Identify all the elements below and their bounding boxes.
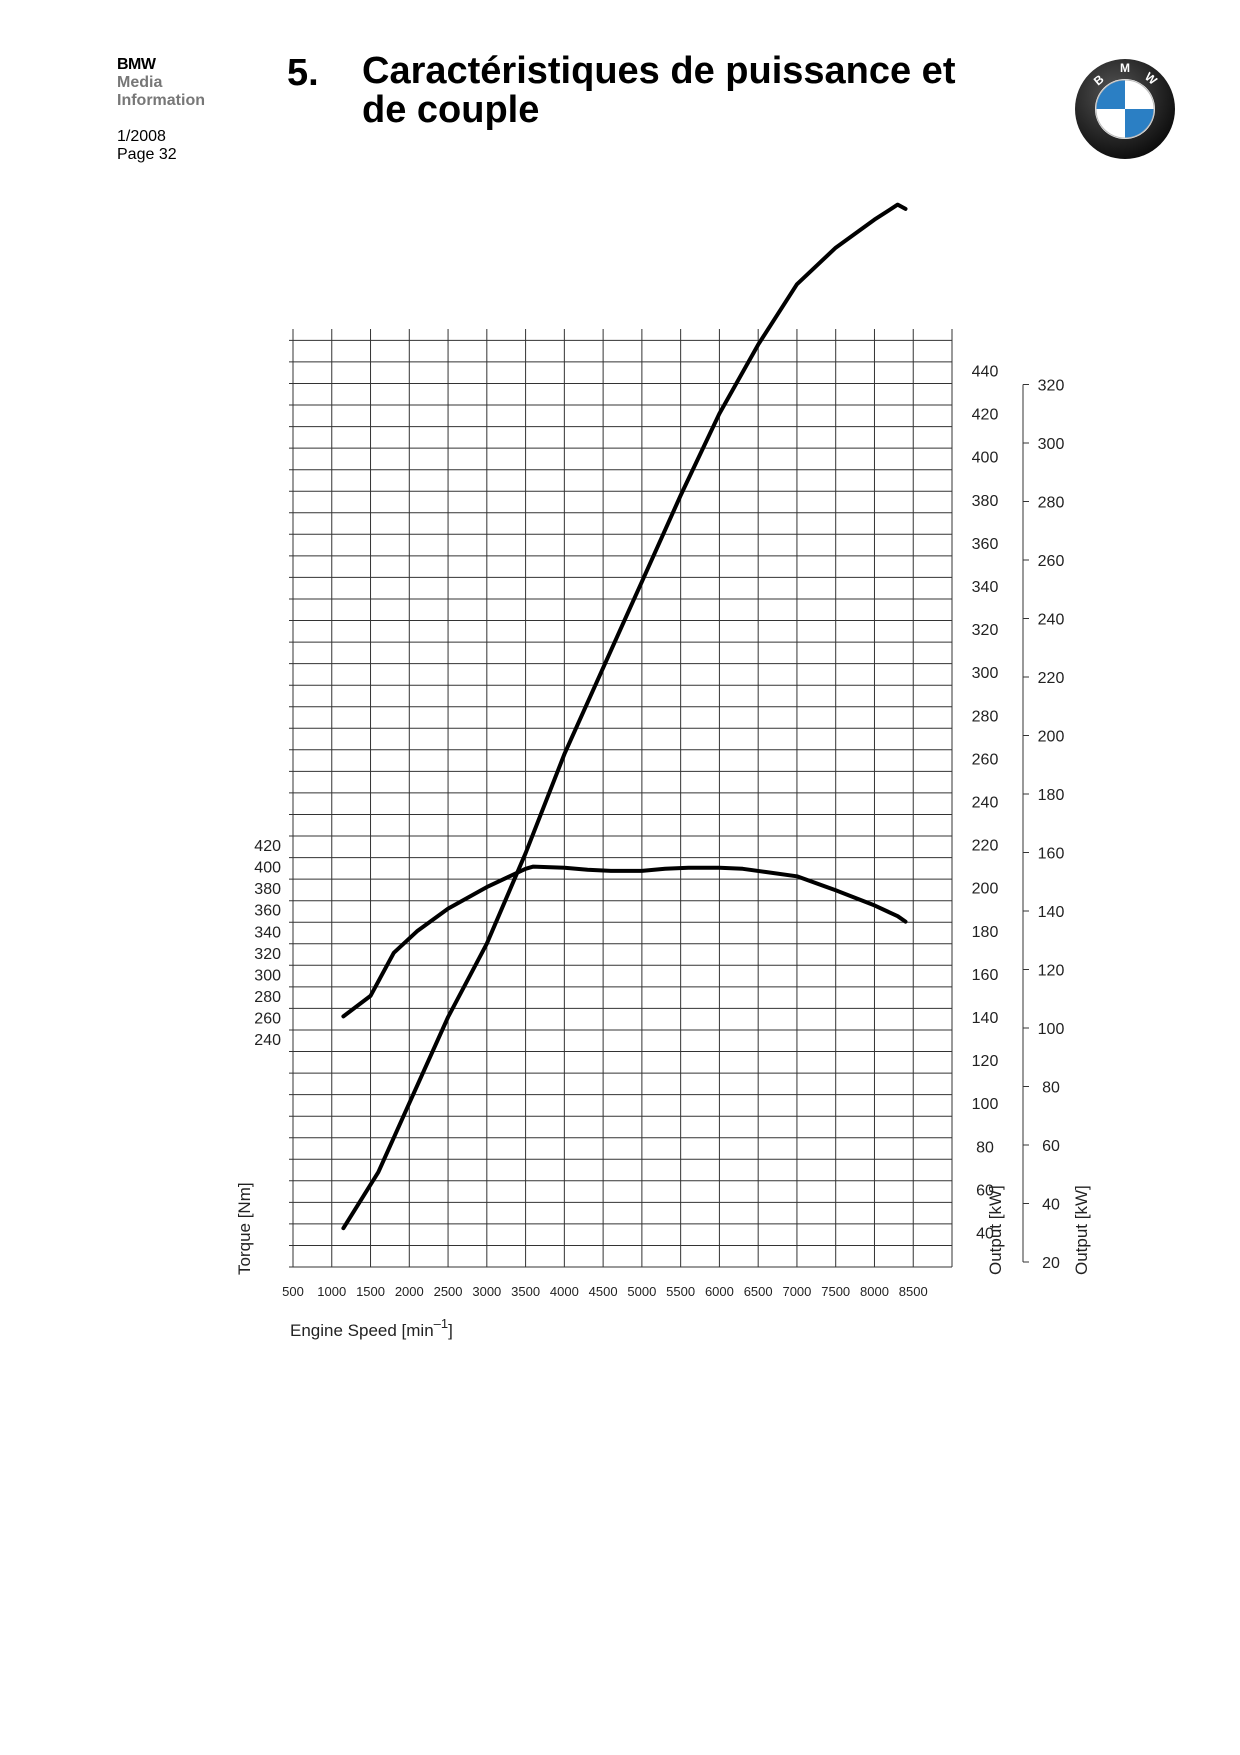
- output-1-tick-label: 400: [972, 450, 999, 467]
- torque-curve: [341, 864, 908, 1019]
- chart-grid: [289, 329, 953, 1268]
- output-2-tick-label: 120: [1038, 963, 1065, 980]
- torque-axis-ticks: 240 260 280 300 320 340 360 380 400 420: [254, 838, 281, 1049]
- x-axis-ticks: 500 1000 1500 2000 2500 3000 3500 4000 4500 5000 5…: [282, 1284, 928, 1299]
- x-tick-label: 5500: [666, 1284, 695, 1299]
- x-tick-label: 1000: [317, 1284, 346, 1299]
- output-1-tick-label: 160: [972, 967, 999, 984]
- x-tick-label: 1500: [356, 1284, 385, 1299]
- output-2-tick-label: 200: [1038, 729, 1065, 746]
- output-2-tick-label: 320: [1038, 378, 1065, 395]
- torque-tick-label: 320: [254, 946, 281, 963]
- brand-block: BMW Media Information: [117, 56, 205, 110]
- x-tick-label: 7000: [782, 1284, 811, 1299]
- output-2-tick-label: 60: [1042, 1138, 1060, 1155]
- output-1-tick-label: 140: [972, 1010, 999, 1027]
- output-1-tick-label: 220: [972, 838, 999, 855]
- brand-line-media: Media: [117, 74, 163, 91]
- output-2-tick-label: 280: [1038, 495, 1065, 512]
- x-tick-label: 6500: [744, 1284, 773, 1299]
- x-tick-label: 6000: [705, 1284, 734, 1299]
- output-1-tick-label: 440: [972, 364, 999, 381]
- output-1-tick-label: 40: [976, 1226, 994, 1243]
- roundel-inner-border: [1095, 79, 1155, 139]
- torque-tick-label: 400: [254, 860, 281, 877]
- document-date: 1/2008: [117, 128, 166, 145]
- x-tick-label: 7500: [821, 1284, 850, 1299]
- page-title: Caractéristiques de puissance et de coup…: [362, 50, 956, 131]
- brand-line-information: Information: [117, 92, 205, 109]
- x-tick-label: 5000: [627, 1284, 656, 1299]
- output-axis-2-label: Output [kW]: [1072, 1185, 1091, 1275]
- power-curve: [341, 202, 908, 1231]
- output-2-tick-label: 100: [1038, 1021, 1065, 1038]
- torque-tick-label: 340: [254, 924, 281, 941]
- x-tick-label: 8000: [860, 1284, 889, 1299]
- output-axis-1-ticks: 40 60 80 100 120 140 160 180 200 220 240 260 280 300 3…: [972, 364, 999, 1243]
- output-axis-2: 20 40 60 80 100 120 140 160 180 200 220 240 260 280 30…: [1022, 378, 1065, 1272]
- output-2-tick-label: 20: [1042, 1255, 1060, 1272]
- output-1-tick-label: 300: [972, 665, 999, 682]
- output-2-tick-label: 240: [1038, 612, 1065, 629]
- output-2-tick-label: 40: [1042, 1197, 1060, 1214]
- output-1-tick-label: 260: [972, 751, 999, 768]
- section-number: 5.: [287, 52, 319, 94]
- torque-tick-label: 280: [254, 989, 281, 1006]
- roundel-quadrant-blue-2: [1125, 109, 1154, 138]
- x-axis-label-close: ]: [448, 1321, 453, 1340]
- output-2-tick-label: 80: [1042, 1080, 1060, 1097]
- output-1-tick-label: 340: [972, 579, 999, 596]
- output-1-tick-label: 120: [972, 1053, 999, 1070]
- output-1-tick-label: 60: [976, 1182, 994, 1199]
- output-1-tick-label: 420: [972, 407, 999, 424]
- brand-name: BMW: [117, 56, 156, 73]
- torque-axis-label: Torque [Nm]: [235, 1182, 254, 1275]
- output-1-tick-label: 320: [972, 622, 999, 639]
- torque-tick-label: 360: [254, 903, 281, 920]
- page-number: Page 32: [117, 146, 177, 163]
- x-tick-label: 4000: [550, 1284, 579, 1299]
- x-tick-label: 4500: [589, 1284, 618, 1299]
- x-tick-label: 8500: [899, 1284, 928, 1299]
- output-1-tick-label: 380: [972, 493, 999, 510]
- x-tick-label: 3500: [511, 1284, 540, 1299]
- chart-curves: [341, 202, 908, 1231]
- output-1-tick-label: 80: [976, 1139, 994, 1156]
- roundel-letter-m: M: [1120, 61, 1130, 75]
- output-1-tick-label: 200: [972, 881, 999, 898]
- roundel-quadrant-blue-1: [1096, 80, 1125, 109]
- torque-tick-label: 300: [254, 967, 281, 984]
- output-1-tick-label: 100: [972, 1096, 999, 1113]
- x-axis-label-main: Engine Speed [min: [290, 1321, 434, 1340]
- torque-tick-label: 260: [254, 1010, 281, 1027]
- x-tick-label: 2000: [395, 1284, 424, 1299]
- x-tick-label: 500: [282, 1284, 304, 1299]
- torque-tick-label: 240: [254, 1032, 281, 1049]
- torque-tick-label: 380: [254, 881, 281, 898]
- output-2-tick-label: 140: [1038, 904, 1065, 921]
- output-2-tick-label: 300: [1038, 436, 1065, 453]
- output-1-tick-label: 240: [972, 795, 999, 812]
- output-1-tick-label: 360: [972, 536, 999, 553]
- x-axis-label: Engine Speed [min–1]: [290, 1316, 453, 1340]
- torque-tick-label: 420: [254, 838, 281, 855]
- output-2-tick-label: 180: [1038, 787, 1065, 804]
- output-1-tick-label: 280: [972, 708, 999, 725]
- x-tick-label: 3000: [472, 1284, 501, 1299]
- output-axis-1-label: Output [kW]: [986, 1185, 1005, 1275]
- output-2-tick-label: 220: [1038, 670, 1065, 687]
- output-1-tick-label: 180: [972, 924, 999, 941]
- date-block: 1/2008 Page 32: [117, 128, 177, 164]
- bmw-roundel-icon: B M W: [1075, 59, 1175, 159]
- output-2-tick-label: 260: [1038, 553, 1065, 570]
- x-axis-label-sup: –1: [434, 1316, 448, 1331]
- output-2-tick-label: 160: [1038, 846, 1065, 863]
- x-tick-label: 2500: [434, 1284, 463, 1299]
